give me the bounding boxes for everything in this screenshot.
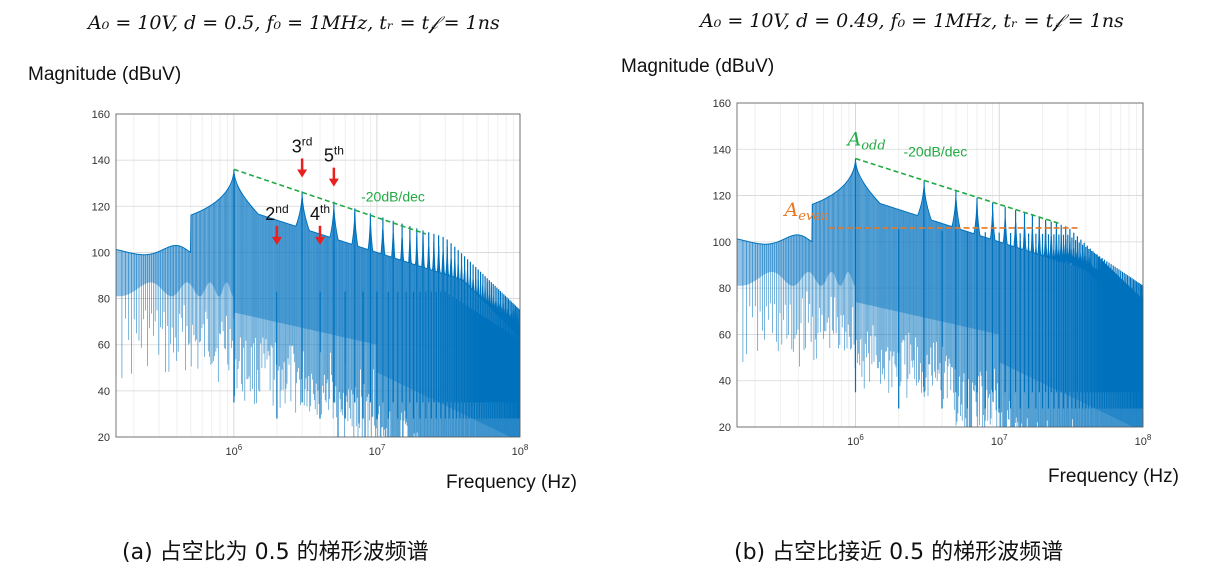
x-tick-label: 108	[512, 443, 529, 458]
harmonic-label: 3rd	[292, 134, 313, 156]
harmonic-arrowhead	[328, 178, 339, 187]
y-tick-label: 160	[713, 98, 731, 110]
a-odd-label: Aodd	[845, 128, 885, 153]
ylabel-a: Magnitude (dBuV)	[28, 64, 182, 85]
y-tick-label: 100	[713, 237, 731, 249]
xlabel-a: Frequency (Hz)	[446, 472, 577, 493]
caption-a: (a) 占空比为 0.5 的梯形波频谱	[122, 540, 429, 565]
x-tick-label: 107	[369, 443, 386, 458]
spectrum-envelope	[737, 160, 1143, 317]
spectrum-envelope	[116, 171, 520, 338]
y-tick-label: 140	[92, 155, 110, 167]
y-tick-label: 60	[98, 340, 110, 352]
x-tick-label: 107	[991, 433, 1008, 448]
y-tick-label: 40	[719, 376, 731, 388]
harmonic-label: 2nd	[265, 202, 288, 224]
y-tick-label: 40	[98, 386, 110, 398]
spectrum-trace	[116, 169, 520, 437]
y-tick-label: 80	[98, 294, 110, 306]
caption-b: (b) 占空比接近 0.5 的梯形波频谱	[734, 540, 1064, 565]
y-tick-label: 160	[92, 109, 110, 121]
plot-frame	[115, 113, 521, 438]
x-tick-label: 106	[226, 443, 243, 458]
formula-b: A₀ = 10V, d = 0.49, f₀ = 1MHz, tᵣ = t𝒻 =…	[700, 10, 1124, 32]
a-even-label: Aeven	[783, 199, 830, 224]
slope-line	[233, 168, 427, 235]
y-tick-label: 80	[719, 283, 731, 295]
x-tick-label: 106	[847, 433, 864, 448]
plot-frame	[736, 102, 1144, 428]
y-tick-label: 60	[719, 329, 731, 341]
harmonic-label: 5th	[324, 144, 344, 166]
harmonic-spikes	[233, 169, 520, 419]
y-tick-label: 120	[713, 191, 731, 203]
formula-a: A₀ = 10V, d = 0.5, f₀ = 1MHz, tᵣ = t𝒻 = …	[88, 12, 500, 34]
xlabel-b: Frequency (Hz)	[1048, 466, 1179, 487]
y-tick-label: 20	[98, 432, 110, 444]
harmonic-label: 4th	[310, 202, 330, 224]
harmonic-arrowhead	[297, 169, 308, 178]
x-tick-label: 108	[1135, 433, 1152, 448]
y-tick-label: 140	[713, 144, 731, 156]
slope-line	[855, 157, 1060, 225]
y-tick-label: 20	[719, 422, 731, 434]
harmonic-arrowhead	[315, 236, 326, 245]
ylabel-b: Magnitude (dBuV)	[621, 56, 775, 77]
y-tick-label: 120	[92, 201, 110, 213]
harmonic-arrowhead	[271, 236, 282, 245]
y-tick-label: 100	[92, 247, 110, 259]
slope-label: -20dB/dec	[903, 144, 967, 160]
slope-label: -20dB/dec	[361, 189, 425, 205]
harmonic-spikes	[854, 158, 1143, 409]
